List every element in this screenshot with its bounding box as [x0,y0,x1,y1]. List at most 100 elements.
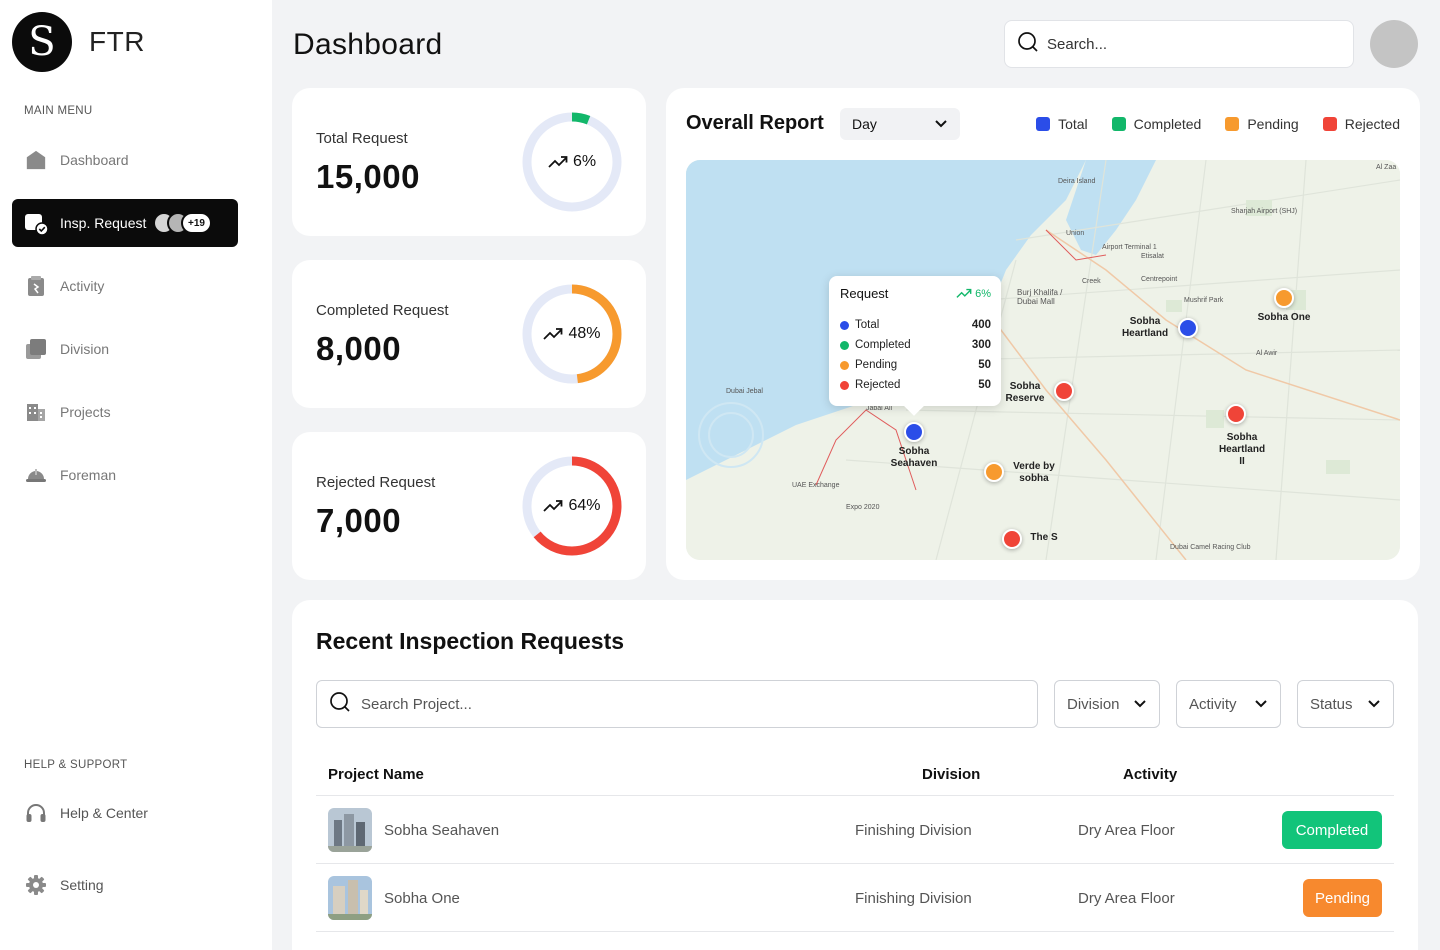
home-icon [24,148,48,172]
map-place-label: Sharjah Airport (SHJ) [1231,208,1298,215]
division-cell: Finishing Division [855,822,972,839]
table-divider [316,863,1394,864]
chevron-down-icon [935,120,947,128]
column-header-project[interactable]: Project Name [328,766,424,783]
sidebar-item-label: Dashboard [60,152,129,168]
count-badge: +19 [181,212,212,234]
map-marker-label: The S [1030,532,1058,543]
map-marker-label: Sobha Reserve [1005,381,1045,404]
progress-ring [522,112,622,212]
progress-ring [522,284,622,384]
stat-label: Total Request [316,130,408,147]
trend-up-icon [548,156,568,168]
progress-ring [522,456,622,556]
map-place-label: Centrepoint [1141,276,1178,283]
map-tooltip: Request 6% Total 400 Completed 300 Pending… [829,276,1001,406]
project-name: Sobha One [384,890,460,907]
map-place-label: Deira Island [1058,178,1096,185]
column-header-activity[interactable]: Activity [1123,766,1178,783]
layers-icon [24,337,48,361]
sidebar-item-help-center[interactable]: Help & Center [12,789,238,837]
chevron-down-icon [1255,700,1267,708]
activity-filter[interactable]: Activity [1176,680,1281,728]
global-search[interactable] [1004,20,1354,68]
sidebar-item-label: Division [60,341,110,357]
tooltip-row-label: Completed [855,339,911,351]
legend-label: Pending [1247,116,1299,132]
legend-label: Rejected [1344,116,1400,132]
column-header-division[interactable]: Division [922,766,981,783]
helmet-icon [24,463,48,487]
map-marker[interactable] [1226,404,1246,424]
sidebar-item-label: Foreman [60,467,117,483]
map-marker[interactable] [904,422,924,442]
tooltip-row: Completed 300 [840,335,991,355]
tooltip-row: Pending 50 [840,355,991,375]
project-search-input[interactable] [361,695,1001,713]
legend-swatch [1111,117,1126,131]
map-marker[interactable] [1054,381,1074,401]
map-marker[interactable] [1002,529,1022,549]
logo: S [12,12,72,72]
legend-label: Total [1058,116,1088,132]
stat-percent: 48% [568,325,601,342]
sidebar-item-foreman[interactable]: Foreman [12,451,238,499]
report-legend: Total Completed Pending Rejected [1012,116,1400,132]
tooltip-row-label: Total [855,319,880,331]
table-divider [316,795,1394,796]
division-cell: Finishing Division [855,890,972,907]
map-marker[interactable] [1274,288,1294,308]
map-place-label: Creek [1082,278,1101,285]
tooltip-dot [840,340,849,350]
tooltip-dot [840,360,849,370]
project-map[interactable]: Deira Island Union Airport Terminal 1 Et… [686,160,1400,560]
logo-letter: S [28,19,56,65]
legend-swatch [1225,117,1240,131]
map-marker-label: Sobha Heartland II [1218,432,1266,467]
map-place-label: Dubai Camel Racing Club [1170,544,1251,551]
trend-up-icon [543,500,563,512]
stat-label: Rejected Request [316,474,436,491]
brand[interactable]: S FTR [12,12,145,72]
search-input[interactable] [1047,35,1327,53]
main-menu-heading: MAIN MENU [24,105,93,117]
division-filter[interactable]: Division [1054,680,1160,728]
map-place-label: Jabal Ali [866,405,893,412]
map-marker-label: Sobha Heartland [1121,316,1169,339]
stat-label: Completed Request [316,302,449,319]
sidebar-item-division[interactable]: Division [12,325,238,373]
legend-item-completed: Completed [1111,116,1201,132]
period-select-value: Day [852,116,877,132]
map-place-label: Union [1066,230,1085,237]
filter-label: Division [1067,695,1120,713]
map-marker[interactable] [1178,318,1198,338]
report-title: Overall Report [686,112,824,134]
period-select[interactable]: Day [840,108,960,140]
status-badge[interactable]: Completed [1282,811,1382,849]
trend-up-icon [543,328,563,340]
building-icon [24,400,48,424]
sidebar-item-dashboard[interactable]: Dashboard [12,136,238,184]
status-filter[interactable]: Status [1297,680,1394,728]
search-icon [1017,31,1039,58]
sidebar-item-projects[interactable]: Projects [12,388,238,436]
map-place-label: Airport Terminal 1 [1102,244,1157,251]
sidebar-item-insp-request[interactable]: Insp. Request +19 [12,199,238,247]
recent-requests-card: Recent Inspection Requests Division Acti… [292,600,1418,950]
user-avatar[interactable] [1370,20,1418,68]
ring-label: 64% [522,456,622,556]
tooltip-dot [840,380,849,390]
legend-swatch [1322,117,1337,131]
status-badge[interactable]: Pending [1303,879,1382,917]
sidebar-item-setting[interactable]: Setting [12,861,238,909]
map-marker[interactable] [984,462,1004,482]
clipboard-check-icon [24,211,48,235]
brand-name: FTR [89,26,145,57]
sidebar-item-activity[interactable]: Activity [12,262,238,310]
sidebar-item-label: Activity [60,278,105,294]
help-support-heading: HELP & SUPPORT [24,759,128,771]
project-search[interactable] [316,680,1038,728]
project-thumbnail [328,808,372,852]
ring-label: 48% [522,284,622,384]
overall-report-card: Overall Report Day Total Completed Pendi… [666,88,1420,580]
